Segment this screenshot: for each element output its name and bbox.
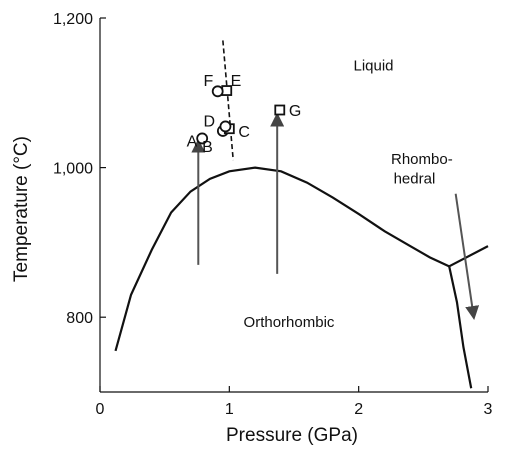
x-tick-label: 2 [354,401,363,418]
region-orthorhombic-label: Orthorhombic [244,314,335,331]
region-liquid-label: Liquid [353,57,393,74]
point-f-label: F [203,73,213,90]
x-axis-title: Pressure (GPa) [226,425,358,446]
y-tick-label: 1,200 [53,11,93,28]
boundary-rhombohedral-liquid [448,245,489,268]
y-tick-label: 800 [66,310,93,327]
region-hedral-label: hedral [394,170,436,187]
point-g-marker [274,104,286,116]
x-tick-label: 0 [96,401,105,418]
axes-layer [99,17,489,393]
overlays-layer [191,40,480,320]
point-d-marker [219,120,232,133]
point-f-marker [211,85,224,98]
dashed-guide-line [222,40,235,161]
point-a-marker [196,132,209,145]
x-tick-label: 1 [225,401,234,418]
arrow-3 [454,193,480,320]
region-rhombo-label: Rhombo- [391,151,453,168]
point-a-label: A [187,134,198,151]
y-axis-title: Temperature (°C) [11,136,32,282]
y-tick-label: 1,000 [53,161,93,178]
point-b-label: B [202,139,213,156]
boundary-orthorhombic-liquid [114,166,450,352]
boundary-orthorhombic-rhombohedral [448,266,473,389]
labels-layer: 0 1 2 3 800 1,000 1,200 Pressure (GPa) Temperatu… [11,11,493,446]
point-d-label: D [203,113,215,130]
point-c-label: C [238,124,250,141]
x-tick-label: 3 [484,401,493,418]
phase-boundaries [114,166,489,389]
point-g-label: G [289,103,301,120]
point-e-label: E [231,73,242,90]
